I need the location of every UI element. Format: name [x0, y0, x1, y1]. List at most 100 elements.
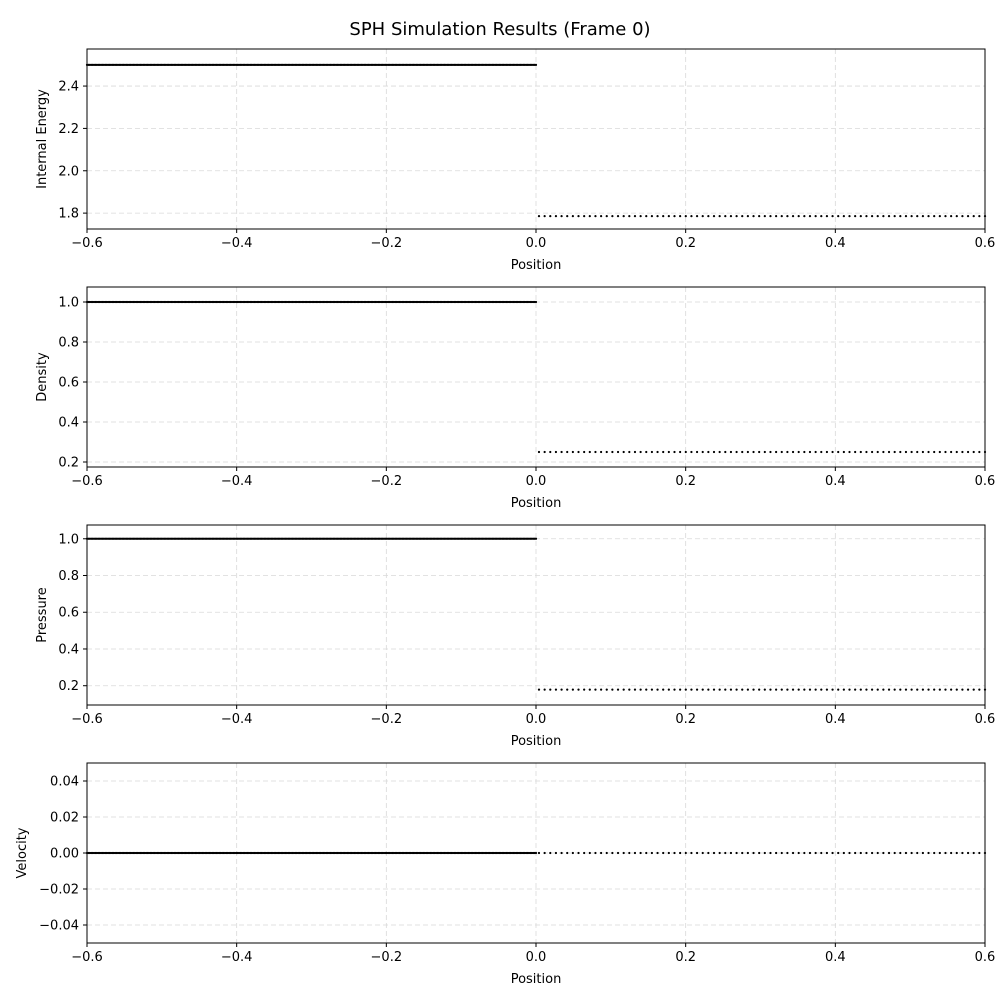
data-point: [594, 215, 597, 218]
data-point: [650, 450, 654, 454]
series-2: [537, 215, 987, 218]
y-tick-label: 0.00: [50, 847, 79, 862]
data-point: [554, 450, 558, 454]
data-point: [882, 215, 885, 218]
data-point: [910, 215, 913, 218]
y-tick-label: 1.0: [58, 296, 79, 311]
y-tick-label: 0.8: [58, 336, 79, 351]
data-point: [560, 851, 563, 855]
data-point: [684, 851, 687, 855]
data-point: [831, 688, 834, 691]
data-point: [571, 450, 574, 454]
x-tick-label: 0.4: [825, 950, 846, 965]
data-points: [85, 300, 987, 454]
data-point: [848, 688, 851, 691]
data-point: [741, 215, 744, 218]
series-1: [85, 851, 538, 855]
data-point: [543, 851, 546, 855]
data-points: [85, 537, 987, 691]
data-point: [803, 851, 806, 855]
y-axis-label: Internal Energy: [35, 89, 50, 189]
data-point: [808, 215, 812, 218]
data-point: [865, 215, 868, 218]
data-point: [611, 215, 614, 218]
x-tick-label: 0.6: [975, 474, 996, 489]
data-point: [600, 851, 603, 855]
data-point: [690, 215, 693, 218]
y-axis-label: Pressure: [35, 587, 50, 643]
data-point: [966, 450, 970, 454]
data-point: [605, 215, 608, 218]
x-tick-label: −0.4: [221, 950, 253, 965]
series-2: [537, 688, 987, 691]
y-tick-label: 0.2: [58, 679, 79, 694]
x-axis-label: Position: [511, 972, 562, 987]
data-point: [600, 450, 603, 454]
data-point: [684, 450, 687, 454]
data-point: [611, 688, 614, 691]
data-point: [684, 215, 687, 218]
subplot-panels: −0.6 −0.4 −0.2 0.0 0.2 0.4 0.6 1.8 2.0 2.2 2.4 Posi…: [15, 48, 996, 987]
data-point: [622, 215, 625, 218]
data-point: [534, 851, 538, 855]
x-tick-label: 0.6: [975, 712, 996, 727]
data-point: [966, 215, 970, 218]
data-point: [944, 851, 947, 855]
data-point: [961, 851, 964, 855]
data-point: [797, 215, 800, 218]
data-point: [797, 851, 800, 855]
x-tick-label: 0.0: [526, 474, 547, 489]
data-point: [695, 450, 699, 454]
data-point: [921, 851, 925, 855]
data-point: [549, 450, 552, 454]
data-point: [560, 450, 563, 454]
data-point: [639, 450, 642, 454]
y-tick-label: 0.4: [58, 416, 79, 431]
y-tick-label: 2.4: [58, 80, 79, 95]
data-point: [870, 215, 874, 218]
data-point: [667, 688, 670, 691]
data-point: [791, 450, 795, 454]
data-point: [791, 688, 795, 691]
data-point: [876, 688, 879, 691]
data-point: [870, 688, 874, 691]
data-point: [814, 688, 817, 691]
data-point: [650, 215, 654, 218]
x-tick-label: −0.4: [221, 474, 253, 489]
data-point: [645, 688, 648, 691]
data-point: [616, 851, 620, 855]
data-point: [944, 688, 947, 691]
subplot-2: −0.6 −0.4 −0.2 0.0 0.2 0.4 0.6 0.2 0.4 0.6 0.8 1.0 P…: [35, 286, 996, 511]
data-point: [543, 215, 546, 218]
data-point: [887, 688, 891, 691]
data-point: [729, 688, 733, 691]
series-1: [85, 537, 538, 540]
data-point: [961, 215, 964, 218]
data-point: [673, 851, 676, 855]
data-point: [803, 450, 806, 454]
data-point: [741, 450, 744, 454]
data-point: [893, 688, 896, 691]
data-point: [537, 450, 541, 454]
data-point: [769, 450, 772, 454]
data-point: [673, 215, 676, 218]
data-point: [763, 851, 766, 855]
data-point: [639, 215, 642, 218]
data-point: [571, 851, 574, 855]
data-point: [780, 688, 783, 691]
data-point: [583, 215, 586, 218]
data-point: [893, 215, 896, 218]
data-point: [588, 450, 591, 454]
data-point: [961, 688, 964, 691]
data-point: [656, 851, 659, 855]
x-axis-label: Position: [511, 734, 562, 749]
data-point: [825, 450, 829, 454]
data-point: [842, 450, 845, 454]
data-point: [899, 688, 902, 691]
y-tick-label: 0.6: [58, 376, 79, 391]
data-point: [933, 450, 936, 454]
data-point: [741, 688, 744, 691]
y-tick-label: −0.02: [39, 883, 79, 898]
data-point: [735, 450, 738, 454]
data-point: [633, 450, 637, 454]
